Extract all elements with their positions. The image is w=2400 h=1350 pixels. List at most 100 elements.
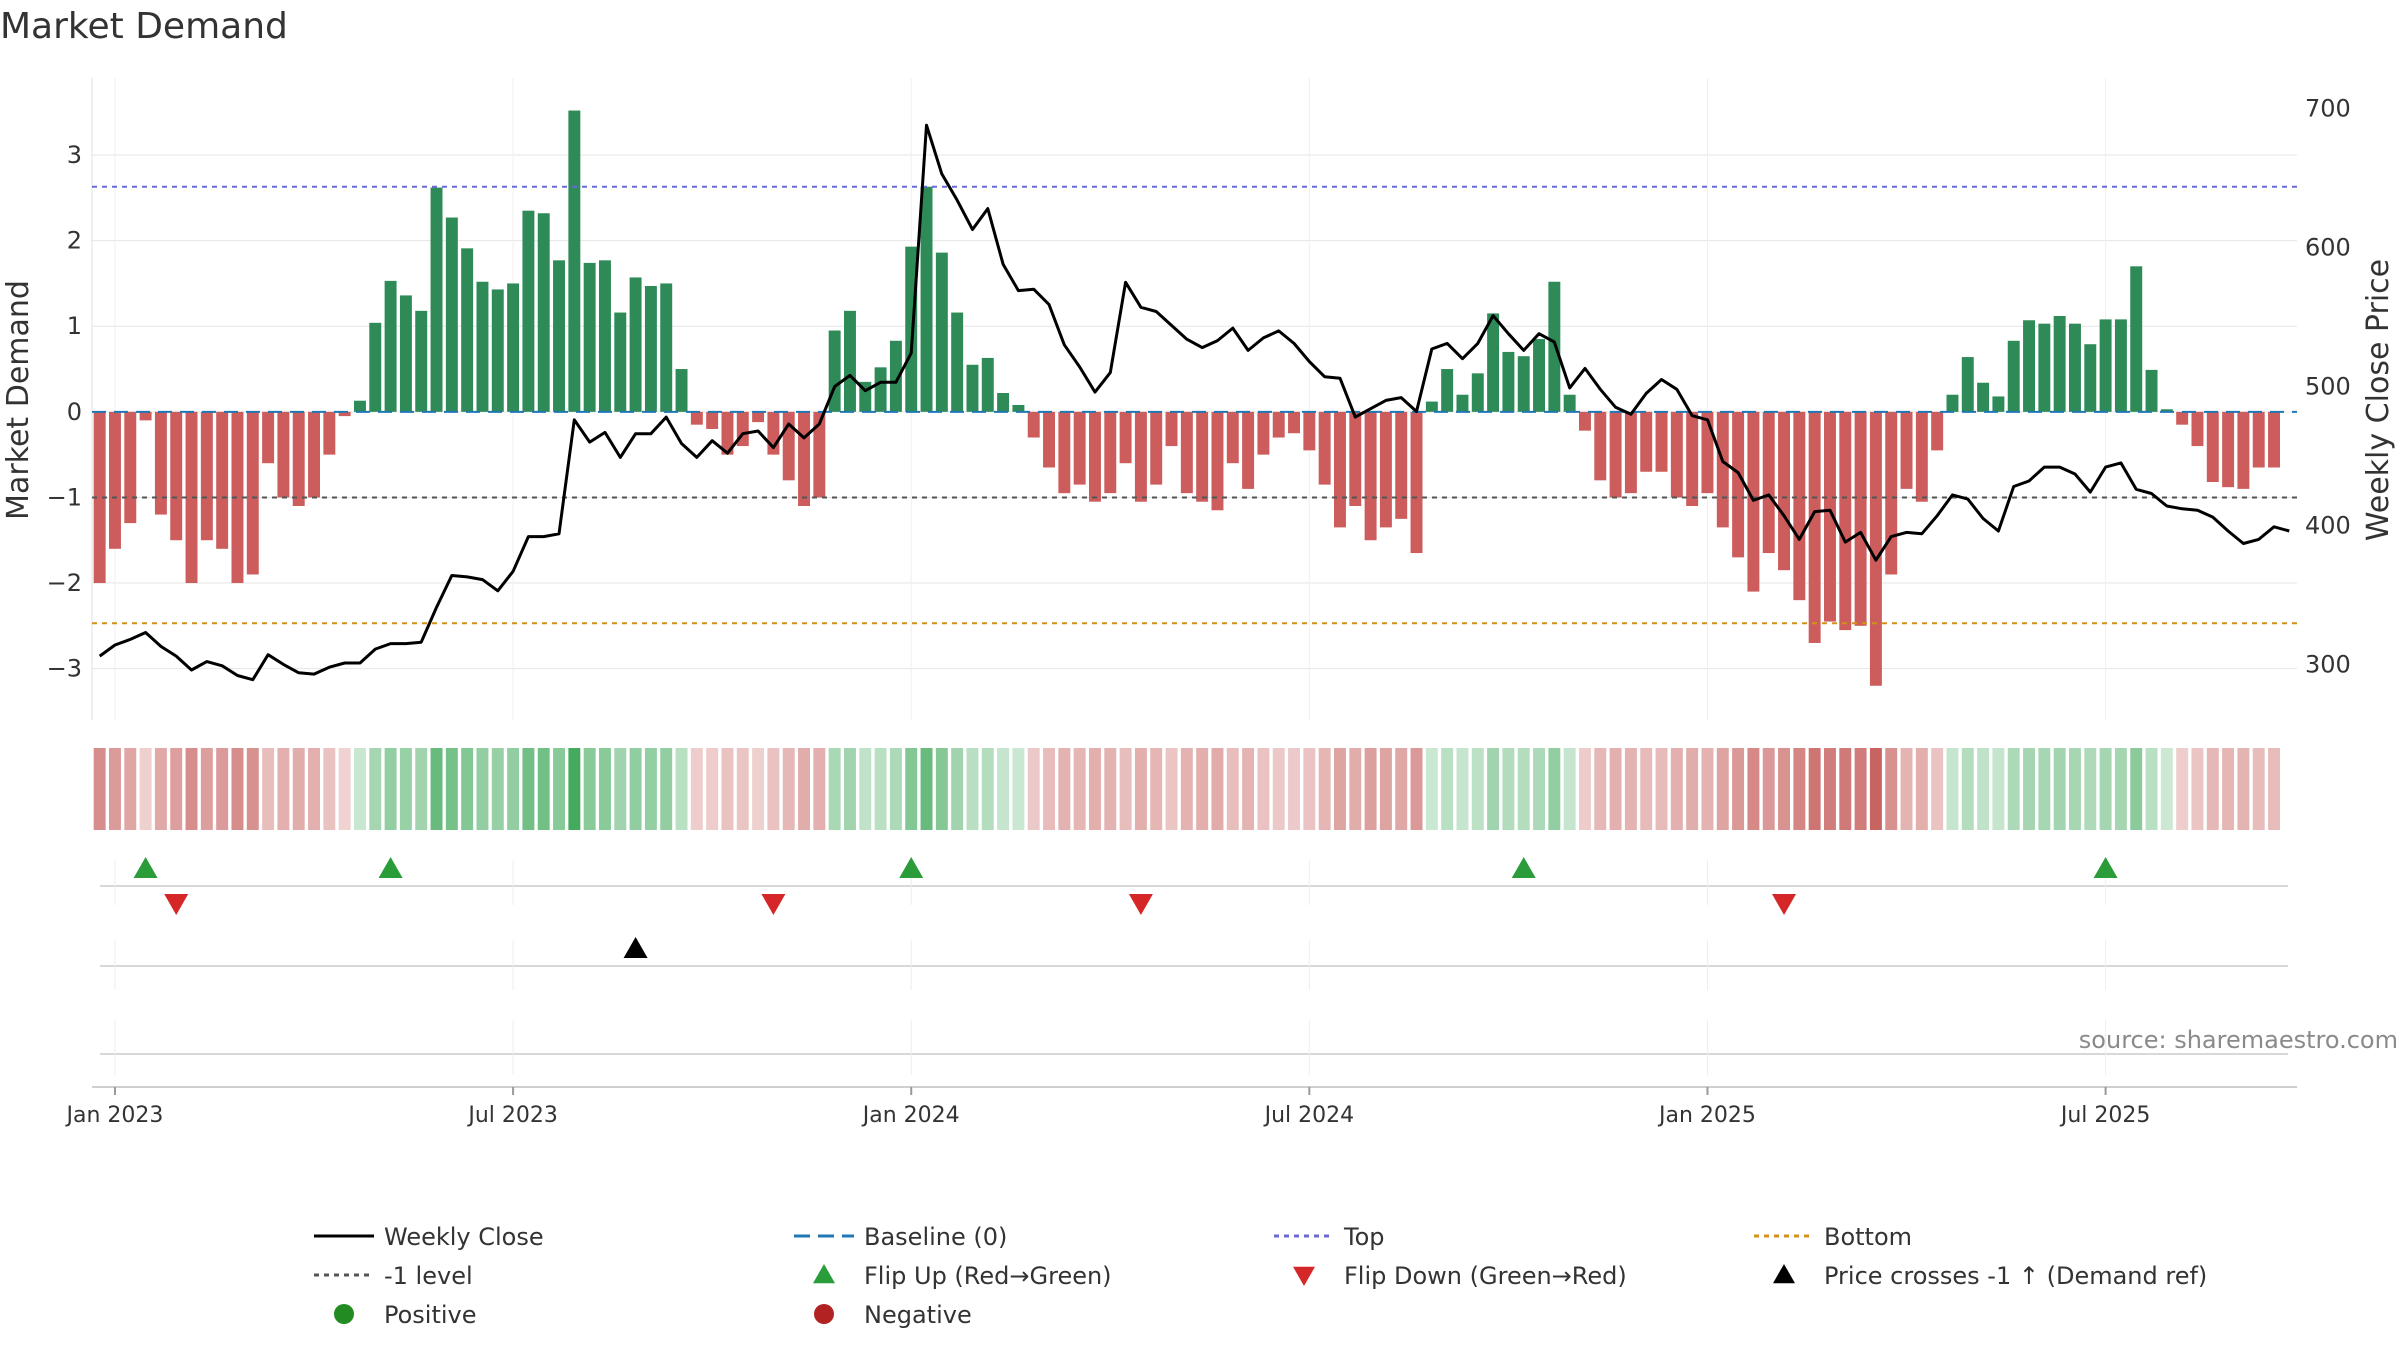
demand-bar xyxy=(246,411,259,575)
heat-strip-cell xyxy=(1548,748,1561,830)
demand-bar xyxy=(1364,411,1377,541)
demand-bar xyxy=(905,246,918,412)
demand-bar xyxy=(2023,320,2036,412)
heat-strip-cell xyxy=(1931,748,1944,830)
demand-bar xyxy=(1716,411,1729,528)
legend-label: Flip Down (Green→Red) xyxy=(1344,1262,1627,1290)
legend-item: -1 level xyxy=(314,1262,473,1290)
flip-up-marker xyxy=(133,857,158,878)
demand-bar xyxy=(1119,411,1132,464)
demand-bar xyxy=(1533,339,1546,412)
heat-strip-cell xyxy=(1043,748,1056,830)
heat-strip-cell xyxy=(2068,748,2081,830)
demand-bar xyxy=(1946,394,1959,412)
heat-strip-cell xyxy=(2222,748,2235,830)
heat-strip-cell xyxy=(1379,748,1392,830)
chart-title: Market Demand xyxy=(0,6,288,47)
heat-strip-cell xyxy=(2007,748,2020,830)
heat-strip-cell xyxy=(920,748,933,830)
demand-bar xyxy=(1165,411,1178,447)
demand-bar xyxy=(1808,411,1821,643)
demand-bar xyxy=(1992,396,2005,412)
heat-strip-cell xyxy=(2145,748,2158,830)
heat-strip-cell xyxy=(1257,748,1270,830)
heat-strip-cell xyxy=(598,748,611,830)
heat-strip-cell xyxy=(1364,748,1377,830)
heat-strip-cell xyxy=(461,748,474,830)
demand-bar xyxy=(2114,319,2127,412)
demand-bar xyxy=(1869,411,1882,686)
heat-strip-cell xyxy=(553,748,566,830)
flip-up-marker xyxy=(899,857,924,878)
legend-label: Baseline (0) xyxy=(864,1223,1007,1251)
heat-strip-cell xyxy=(200,748,213,830)
demand-bar xyxy=(1961,357,1974,412)
heat-strip-cell xyxy=(889,748,902,830)
legend-item: Price crosses -1 ↑ (Demand ref) xyxy=(1773,1262,2207,1290)
demand-bar xyxy=(139,411,152,421)
y-tick-label: −3 xyxy=(47,655,82,683)
demand-bar xyxy=(1762,411,1775,554)
flip-up-marker xyxy=(378,857,403,878)
heat-strip-cell xyxy=(2130,748,2143,830)
heat-strip-cell xyxy=(1104,748,1117,830)
legend-item: Negative xyxy=(814,1301,972,1329)
heat-strip-cell xyxy=(843,748,856,830)
heat-strip-cell xyxy=(277,748,290,830)
heat-strip-cell xyxy=(675,748,688,830)
legend-swatch xyxy=(1773,1264,1795,1284)
demand-bar xyxy=(1088,411,1101,502)
demand-bar xyxy=(568,110,581,412)
demand-bar xyxy=(1701,411,1714,494)
heat-strip-cell xyxy=(323,748,336,830)
heat-strip-cell xyxy=(522,748,535,830)
heat-strip-cell xyxy=(1058,748,1071,830)
heat-strip-cell xyxy=(1977,748,1990,830)
heat-strip-cell xyxy=(1211,748,1224,830)
heat-strip-cell xyxy=(353,748,366,830)
legend-item: Baseline (0) xyxy=(794,1223,1007,1251)
demand-bar xyxy=(782,411,795,481)
y-axis-label: Market Demand xyxy=(1,280,36,520)
y-tick-label: 0 xyxy=(67,398,82,426)
heat-strip-cell xyxy=(1502,748,1515,830)
heat-strip-cell xyxy=(2023,748,2036,830)
demand-bar xyxy=(108,411,121,549)
heat-strip-cell xyxy=(1318,748,1331,830)
demand-bar xyxy=(369,322,382,412)
heat-strip-cell xyxy=(292,748,305,830)
demand-bar xyxy=(1058,411,1071,494)
heat-strip-cell xyxy=(2206,748,2219,830)
demand-bar xyxy=(1578,411,1591,431)
heat-strip-cell xyxy=(491,748,504,830)
legend-label: Bottom xyxy=(1824,1223,1912,1251)
heat-strip-cell xyxy=(568,748,581,830)
demand-bar xyxy=(690,411,703,425)
heat-strip-cell xyxy=(1900,748,1913,830)
y2-ticks: 300 400 500 600 700 xyxy=(2305,95,2351,679)
heat-strip-cell xyxy=(981,748,994,830)
heat-strip-cell xyxy=(1686,748,1699,830)
flip-down-marker xyxy=(1772,894,1797,915)
heat-strip-cell xyxy=(874,748,887,830)
heat-strip-cell xyxy=(1732,748,1745,830)
demand-bar xyxy=(1655,411,1668,472)
demand-bar xyxy=(813,411,826,498)
x-tick-label: Jul 2025 xyxy=(2059,1103,2151,1128)
demand-bar xyxy=(537,213,550,412)
demand-bar xyxy=(1410,411,1423,554)
reference-lines xyxy=(92,185,2297,625)
heat-strip xyxy=(93,748,2281,830)
heat-strip-cell xyxy=(1487,748,1500,830)
heat-strip-cell xyxy=(338,748,351,830)
heat-strip-cell xyxy=(2268,748,2281,830)
heat-strip-cell xyxy=(1701,748,1714,830)
demand-bar xyxy=(2099,319,2112,412)
demand-bar xyxy=(430,187,443,412)
demand-bar xyxy=(1303,411,1316,451)
heat-strip-cell xyxy=(614,748,627,830)
heat-strip-cell xyxy=(1655,748,1668,830)
demand-bar xyxy=(2252,411,2265,468)
heat-strip-cell xyxy=(1073,748,1086,830)
